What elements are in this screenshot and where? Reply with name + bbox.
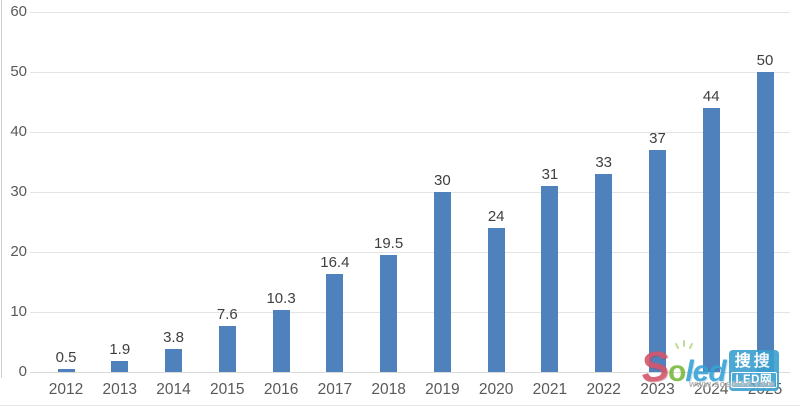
bar-value-label: 19.5	[374, 235, 404, 252]
gridline	[30, 12, 790, 13]
x-tick-label: 2012	[48, 381, 84, 398]
bar-value-label: 16.4	[320, 254, 350, 271]
left-border-line	[1, 0, 2, 378]
bar-2019	[433, 192, 451, 372]
bar-value-label: 24	[487, 208, 505, 225]
y-tick-label: 40	[10, 123, 27, 140]
x-tick-label: 2022	[586, 381, 621, 398]
soled-letters-led: led	[685, 355, 726, 388]
watermark-url: www.sosoled.com	[689, 379, 775, 389]
bar-2013	[111, 361, 129, 372]
bar-value-label: 7.6	[216, 306, 238, 323]
bar-value-label: 44	[702, 88, 720, 105]
bar-value-label: 10.3	[266, 290, 296, 307]
y-tick-label: 50	[10, 63, 27, 80]
bar-2024	[702, 108, 720, 372]
bar-value-label: 0.5	[55, 349, 77, 366]
bar-2018	[380, 255, 398, 372]
bar-2020	[487, 228, 505, 372]
bar-value-label: 1.9	[109, 341, 131, 358]
bar-2015	[218, 326, 236, 372]
bar-value-label: 3.8	[163, 329, 184, 346]
gridline	[30, 132, 790, 133]
bar-2023	[648, 150, 666, 372]
watermark-logo: Soled www.sosoled.com 搜搜 LED网	[638, 336, 796, 402]
bar-2021	[541, 186, 559, 372]
x-tick-label: 2013	[102, 381, 137, 398]
x-tick-label: 2019	[425, 381, 460, 398]
x-tick-label: 2016	[263, 381, 299, 398]
y-tick-label: 0	[18, 363, 27, 380]
soled-wordmark: Soled www.sosoled.com	[638, 336, 774, 392]
x-tick-label: 2015	[210, 381, 245, 398]
x-tick-label: 2014	[156, 381, 191, 398]
gridline	[30, 192, 790, 193]
gridline	[30, 312, 790, 313]
soled-letter-s: S	[638, 341, 671, 392]
sun-rays-icon	[675, 338, 693, 354]
x-tick-label: 2017	[317, 381, 353, 398]
x-axis-line	[30, 372, 790, 373]
bar-2017	[326, 274, 344, 372]
x-tick-label: 2018	[371, 381, 406, 398]
bar-value-label: 30	[434, 172, 451, 189]
bar-2022	[595, 174, 613, 372]
bar-2016	[272, 310, 290, 372]
bar-value-label: 50	[756, 52, 774, 69]
bar-2014	[165, 349, 183, 372]
y-tick-label: 20	[10, 243, 27, 260]
y-tick-label: 30	[10, 183, 27, 200]
y-tick-label: 60	[10, 3, 27, 20]
y-tick-label: 10	[10, 303, 27, 320]
bar-value-label: 37	[649, 130, 666, 147]
x-tick-label: 2021	[532, 381, 568, 398]
x-tick-label: 2024	[693, 381, 729, 398]
x-tick-label: 2020	[478, 381, 514, 398]
x-tick-label: 2023	[640, 381, 675, 398]
badge-text-soso: 搜搜	[734, 353, 773, 370]
gridline	[30, 72, 790, 73]
soled-letter-o: o	[668, 355, 686, 388]
bar-value-label: 33	[595, 154, 613, 171]
soso-led-badge: 搜搜 LED网	[728, 350, 779, 391]
gridline	[30, 252, 790, 253]
bar-value-label: 31	[541, 166, 559, 183]
bar-2025	[756, 72, 774, 372]
bar-2012	[57, 369, 75, 372]
badge-text-lednet: LED网	[730, 372, 777, 388]
bottom-border-line	[0, 405, 800, 406]
